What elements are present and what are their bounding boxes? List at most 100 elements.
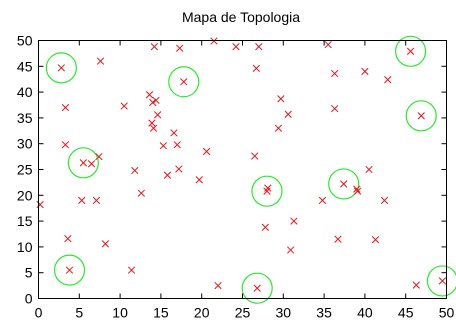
data-point	[353, 187, 362, 195]
highlight-circle	[67, 147, 99, 179]
data-point	[255, 43, 263, 51]
highlight-circle	[405, 100, 437, 132]
data-point	[149, 124, 158, 132]
highlight-circle	[394, 35, 427, 67]
x-tick-label: 25	[235, 305, 251, 321]
data-point	[252, 64, 261, 73]
data-point	[286, 246, 295, 254]
data-point	[334, 235, 342, 243]
data-point	[210, 37, 218, 45]
data-point	[331, 104, 339, 113]
y-tick-label: 50	[17, 33, 33, 49]
y-tick-label: 40	[17, 84, 33, 100]
highlight-circle	[168, 66, 200, 98]
data-point	[380, 196, 389, 205]
data-point	[253, 284, 261, 292]
data-point	[148, 119, 156, 127]
data-point	[365, 165, 373, 174]
x-tick-label: 45	[398, 305, 414, 321]
data-point	[61, 103, 70, 112]
data-point	[87, 160, 96, 168]
data-point	[195, 176, 203, 184]
x-tick-label: 40	[357, 305, 373, 321]
axis-ticks	[38, 40, 447, 299]
y-tick-label: 20	[17, 187, 33, 203]
chart-title: Mapa de Topologia	[182, 9, 300, 25]
x-tick-label: 35	[316, 305, 332, 321]
data-point	[78, 196, 86, 205]
y-tick-label: 35	[17, 110, 33, 126]
data-point	[152, 96, 160, 105]
y-tick-label: 15	[17, 213, 33, 229]
data-point	[64, 234, 72, 243]
data-point	[274, 124, 283, 132]
data-point	[340, 180, 348, 188]
data-point	[61, 141, 70, 149]
data-point	[92, 196, 101, 205]
data-point	[371, 236, 380, 244]
data-point	[264, 184, 272, 192]
y-tick-label: 10	[17, 239, 33, 255]
data-point	[277, 95, 285, 103]
data-point	[153, 111, 162, 119]
highlight-circle	[241, 272, 273, 304]
data-point	[65, 266, 74, 274]
data-point	[176, 44, 184, 52]
y-tick-labels: 0 5 10 15 20 25 30 35 40 45 50	[17, 33, 33, 307]
highlight-circle	[251, 175, 283, 207]
data-point	[214, 281, 222, 290]
data-point	[331, 69, 339, 78]
x-tick-label: 0	[35, 305, 43, 321]
x-tick-labels: 0 5 10 15 20 25 30 35 40 45 50	[35, 305, 455, 321]
data-point	[251, 152, 259, 160]
data-point	[290, 217, 298, 225]
x-tick-label: 10	[112, 305, 128, 321]
data-point	[159, 142, 168, 150]
x-tick-label: 5	[75, 305, 83, 321]
data-point	[318, 196, 327, 205]
data-point	[284, 110, 292, 118]
data-point	[406, 47, 415, 55]
highlight-circle	[45, 52, 77, 84]
highlight-circle	[426, 265, 456, 297]
data-point	[175, 165, 183, 173]
data-point	[202, 147, 211, 156]
plot-frame	[38, 40, 447, 299]
data-point	[79, 159, 88, 167]
data-point	[163, 171, 172, 179]
data-point	[170, 129, 178, 137]
data-point	[173, 141, 181, 149]
x-tick-label: 15	[153, 305, 169, 321]
data-point	[101, 240, 110, 248]
data-point	[36, 200, 44, 209]
y-tick-label: 5	[25, 265, 33, 281]
data-point	[150, 43, 159, 51]
x-tick-label: 50	[439, 305, 455, 321]
y-tick-label: 0	[25, 291, 33, 307]
data-point	[95, 152, 103, 161]
data-point	[438, 277, 447, 285]
highlight-circle	[53, 254, 86, 286]
y-tick-label: 25	[17, 162, 33, 178]
x-tick-label: 20	[194, 305, 210, 321]
data-point	[120, 102, 128, 110]
x-tick-label: 30	[276, 305, 292, 321]
data-point	[137, 189, 145, 197]
y-tick-label: 30	[17, 136, 33, 152]
data-point	[261, 223, 270, 231]
highlight-circle	[328, 168, 360, 200]
data-point	[149, 98, 157, 107]
data-point	[324, 40, 332, 49]
data-point	[384, 76, 392, 84]
data-point	[180, 78, 188, 86]
data-point	[145, 91, 154, 99]
data-point	[131, 166, 139, 175]
data-point	[127, 266, 136, 274]
data-point	[57, 64, 66, 72]
data-point	[232, 43, 240, 51]
data-point	[353, 185, 361, 193]
data-point	[361, 67, 369, 76]
data-point	[412, 281, 420, 289]
y-tick-label: 45	[17, 58, 33, 74]
